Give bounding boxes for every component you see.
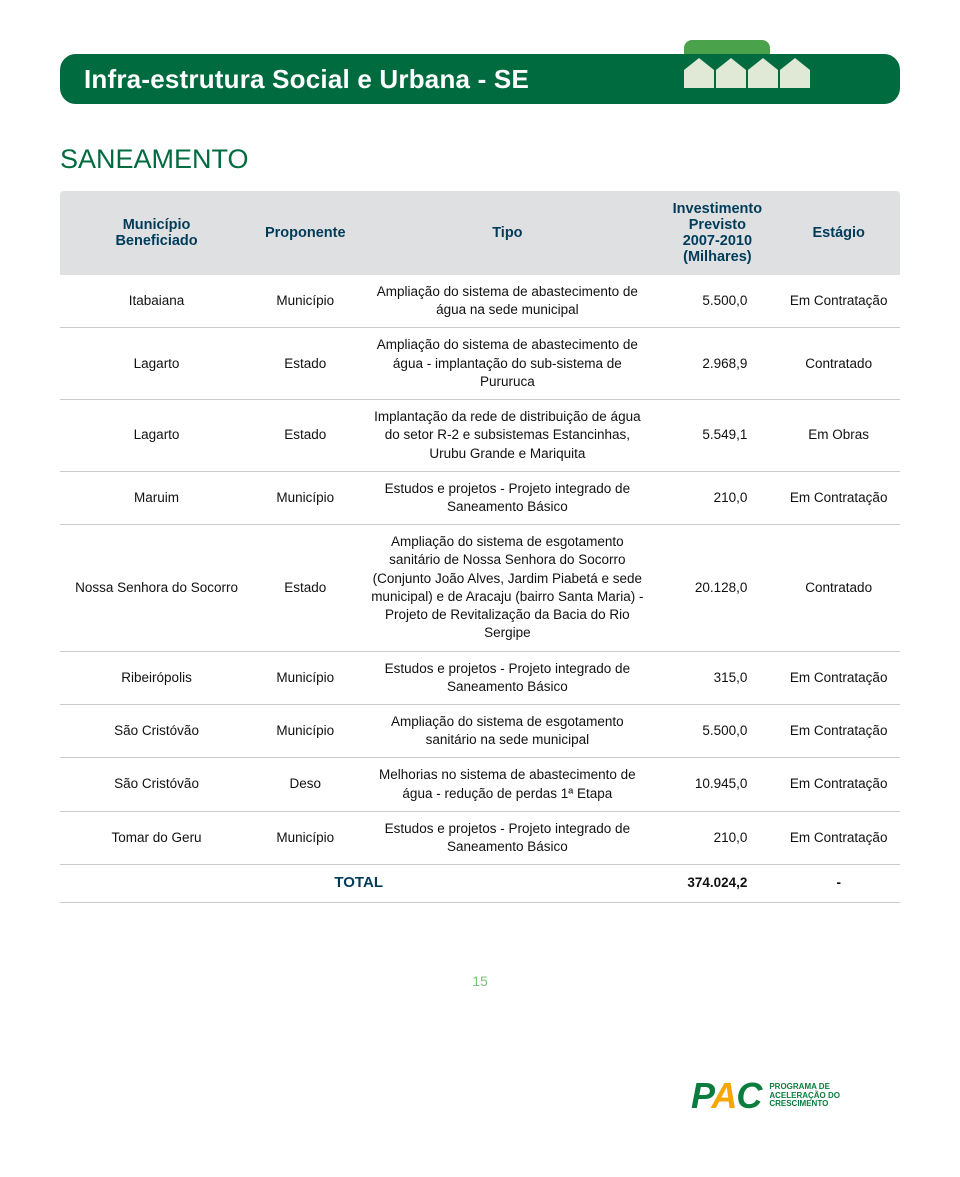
cell-proponente: Estado [253, 525, 357, 651]
table-row: Tomar do Geru Município Estudos e projet… [60, 811, 900, 864]
cell-proponente: Deso [253, 758, 357, 811]
pac-letter-a: A [711, 1075, 736, 1116]
cell-tipo: Ampliação do sistema de esgotamento sani… [357, 525, 657, 651]
tagline-line3: CRESCIMENTO [769, 1100, 840, 1109]
house-icon [716, 58, 746, 88]
cell-municipio: Ribeirópolis [60, 651, 253, 704]
cell-estagio: Contratado [777, 328, 900, 400]
total-dash: - [777, 865, 900, 902]
house-icon [748, 58, 778, 88]
col-header-municipio: Município Beneficiado [60, 191, 253, 275]
cell-municipio: São Cristóvão [60, 758, 253, 811]
total-label: TOTAL [60, 865, 657, 902]
pac-letter-p: P [691, 1075, 711, 1116]
cell-investimento: 5.549,1 [657, 400, 777, 472]
cell-estagio: Em Contratação [777, 704, 900, 757]
cell-proponente: Município [253, 811, 357, 864]
pac-letter-c: C [736, 1075, 761, 1116]
cell-tipo: Implantação da rede de distribuição de á… [357, 400, 657, 472]
header-banner: Infra-estrutura Social e Urbana - SE [60, 40, 900, 116]
page-number: 15 [60, 973, 900, 989]
cell-tipo: Melhorias no sistema de abastecimento de… [357, 758, 657, 811]
house-icon [684, 58, 714, 88]
table-row: Lagarto Estado Ampliação do sistema de a… [60, 328, 900, 400]
cell-tipo: Estudos e projetos - Projeto integrado d… [357, 811, 657, 864]
cell-estagio: Em Contratação [777, 811, 900, 864]
page-title: Infra-estrutura Social e Urbana - SE [84, 64, 529, 95]
section-title: SANEAMENTO [60, 144, 900, 175]
houses-illustration [684, 58, 810, 88]
col-header-proponente: Proponente [253, 191, 357, 275]
cell-estagio: Em Contratação [777, 651, 900, 704]
table-row: Ribeirópolis Município Estudos e projeto… [60, 651, 900, 704]
cell-estagio: Em Contratação [777, 758, 900, 811]
cell-proponente: Município [253, 471, 357, 524]
cell-investimento: 210,0 [657, 471, 777, 524]
cell-proponente: Município [253, 704, 357, 757]
cell-municipio: Itabaiana [60, 275, 253, 328]
cell-municipio: Nossa Senhora do Socorro [60, 525, 253, 651]
cell-municipio: Lagarto [60, 400, 253, 472]
cell-proponente: Município [253, 275, 357, 328]
cell-municipio: Lagarto [60, 328, 253, 400]
table-row: Maruim Município Estudos e projetos - Pr… [60, 471, 900, 524]
cell-investimento: 5.500,0 [657, 275, 777, 328]
cell-proponente: Município [253, 651, 357, 704]
cell-estagio: Em Obras [777, 400, 900, 472]
cell-estagio: Em Contratação [777, 471, 900, 524]
pac-tagline: PROGRAMA DE ACELERAÇÃO DO CRESCIMENTO [769, 1083, 840, 1109]
table-row: São Cristóvão Deso Melhorias no sistema … [60, 758, 900, 811]
table-row: Nossa Senhora do Socorro Estado Ampliaçã… [60, 525, 900, 651]
cell-investimento: 5.500,0 [657, 704, 777, 757]
cell-investimento: 210,0 [657, 811, 777, 864]
cell-tipo: Ampliação do sistema de abastecimento de… [357, 328, 657, 400]
cell-investimento: 315,0 [657, 651, 777, 704]
cell-estagio: Em Contratação [777, 275, 900, 328]
cell-municipio: Tomar do Geru [60, 811, 253, 864]
cell-investimento: 10.945,0 [657, 758, 777, 811]
total-value: 374.024,2 [657, 865, 777, 902]
saneamento-table: Município Beneficiado Proponente Tipo In… [60, 191, 900, 903]
pac-logo-text: PAC [691, 1075, 761, 1117]
cell-investimento: 2.968,9 [657, 328, 777, 400]
cell-tipo: Ampliação do sistema de esgotamento sani… [357, 704, 657, 757]
table-total-row: TOTAL 374.024,2 - [60, 865, 900, 902]
col-header-estagio: Estágio [777, 191, 900, 275]
table-row: Lagarto Estado Implantação da rede de di… [60, 400, 900, 472]
cell-tipo: Ampliação do sistema de abastecimento de… [357, 275, 657, 328]
cell-proponente: Estado [253, 400, 357, 472]
cell-tipo: Estudos e projetos - Projeto integrado d… [357, 651, 657, 704]
cell-investimento: 20.128,0 [657, 525, 777, 651]
table-row: São Cristóvão Município Ampliação do sis… [60, 704, 900, 757]
cell-municipio: Maruim [60, 471, 253, 524]
table-row: Itabaiana Município Ampliação do sistema… [60, 275, 900, 328]
col-header-investimento: Investimento Previsto 2007-2010 (Milhare… [657, 191, 777, 275]
cell-municipio: São Cristóvão [60, 704, 253, 757]
footer-pac-logo: PAC PROGRAMA DE ACELERAÇÃO DO CRESCIMENT… [691, 1075, 840, 1117]
col-header-tipo: Tipo [357, 191, 657, 275]
cell-proponente: Estado [253, 328, 357, 400]
table-header-row: Município Beneficiado Proponente Tipo In… [60, 191, 900, 275]
house-icon [780, 58, 810, 88]
cell-tipo: Estudos e projetos - Projeto integrado d… [357, 471, 657, 524]
cell-estagio: Contratado [777, 525, 900, 651]
